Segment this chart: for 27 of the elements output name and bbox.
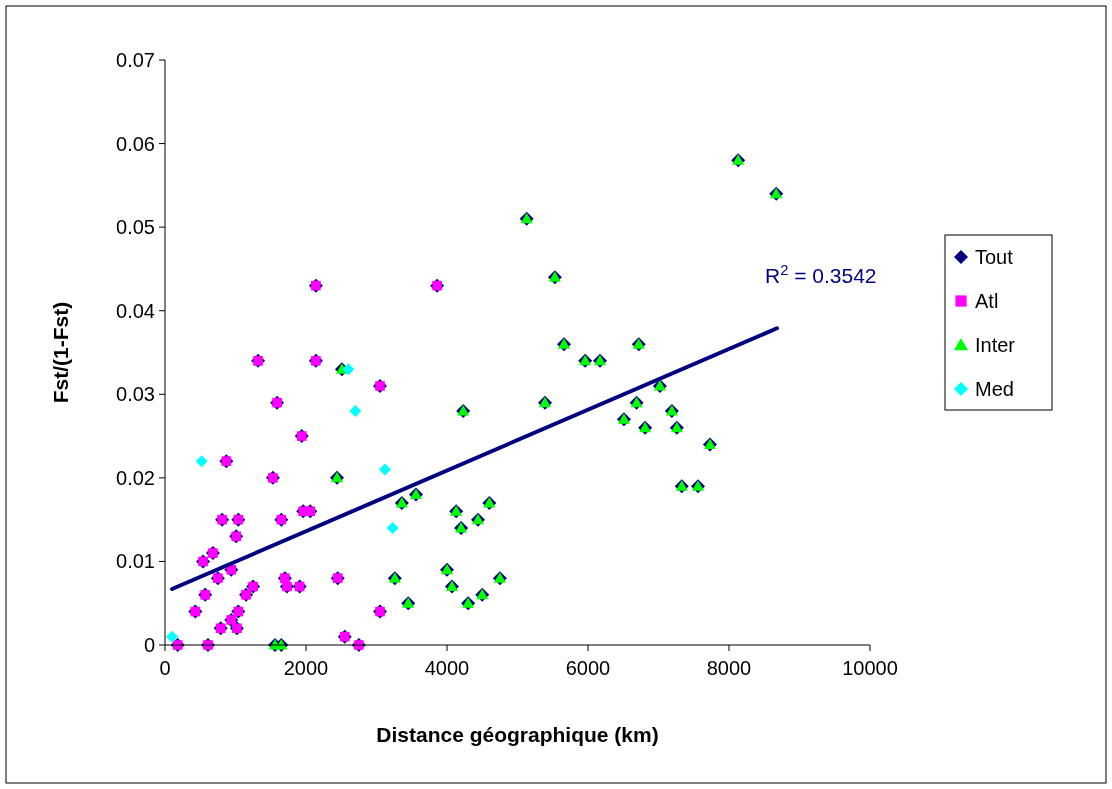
y-tick-label: 0.05 (116, 216, 155, 239)
x-axis-title: Distance géographique (km) (376, 723, 659, 746)
x-tick-label: 10000 (842, 657, 898, 679)
point (195, 455, 208, 468)
legend-label: Tout (975, 246, 1014, 268)
annotation: R$^{2}$ = 0.3542 (765, 262, 877, 287)
x-tick-label: 6000 (565, 657, 611, 679)
y-tick-label: 0.07 (116, 49, 155, 71)
y-tick-label: 0 (143, 634, 155, 656)
x-tick-label: 2000 (283, 657, 329, 679)
x-tick-label: 8000 (706, 657, 752, 679)
point (342, 363, 355, 376)
point (349, 405, 362, 417)
point (166, 630, 179, 643)
y-tick-label: 0.03 (116, 383, 155, 406)
legend-label: Med (975, 378, 1014, 400)
x-tick-label: 0 (159, 657, 171, 679)
legend-label: Atl (975, 290, 999, 312)
y-tick-label: 0.01 (116, 550, 155, 573)
point (386, 522, 399, 534)
y-axis-title: Fst/(1-Fst) (49, 301, 72, 404)
x-tick-label: 4000 (424, 657, 470, 679)
y-tick-label: 0.04 (116, 299, 155, 322)
point (378, 463, 391, 476)
y-tick-label: 0.02 (116, 466, 155, 489)
y-tick-label: 0.06 (116, 132, 155, 155)
legend-label: Inter (975, 334, 1016, 356)
